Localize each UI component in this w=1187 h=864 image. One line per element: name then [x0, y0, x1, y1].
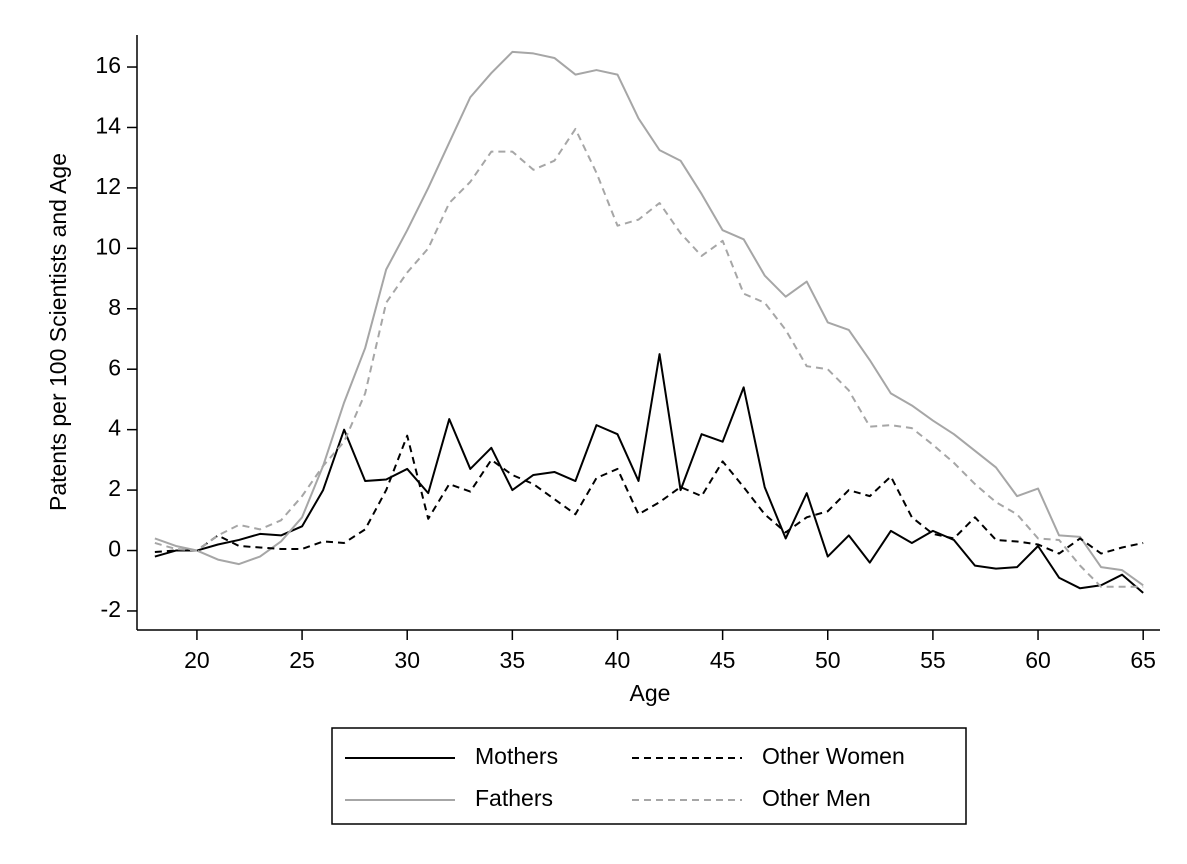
x-tick-label: 65	[1130, 647, 1156, 673]
legend-label: Other Men	[762, 785, 871, 811]
line-series	[154, 127, 1144, 588]
x-tick-label: 60	[1025, 647, 1051, 673]
line-series	[154, 353, 1144, 594]
y-tick-label: 12	[95, 173, 121, 199]
x-tick-label: 40	[605, 647, 631, 673]
x-axis-label: Age	[630, 680, 671, 706]
x-tick-label: 25	[289, 647, 315, 673]
legend-box	[331, 727, 967, 825]
y-tick-label: 16	[95, 52, 121, 78]
x-tick-label: 50	[815, 647, 841, 673]
x-tick-label: 35	[500, 647, 526, 673]
y-tick-label: 6	[108, 354, 121, 380]
y-tick-label: 8	[108, 294, 121, 320]
y-tick-label: 4	[108, 415, 121, 441]
y-tick-label: -2	[101, 596, 121, 622]
legend-label: Fathers	[475, 785, 553, 811]
y-tick-label: 10	[95, 233, 121, 259]
x-tick-label: 20	[184, 647, 210, 673]
line-series	[154, 434, 1144, 555]
legend-label: Other Women	[762, 743, 905, 769]
y-tick-label: 0	[108, 536, 121, 562]
y-axis-label: Patents per 100 Scientists and Age	[45, 153, 71, 511]
legend-label: Mothers	[475, 743, 558, 769]
line-series	[154, 50, 1144, 587]
x-tick-label: 30	[394, 647, 420, 673]
x-tick-label: 45	[710, 647, 736, 673]
y-tick-label: 2	[108, 475, 121, 501]
x-tick-label: 55	[920, 647, 946, 673]
y-tick-label: 14	[95, 113, 121, 139]
